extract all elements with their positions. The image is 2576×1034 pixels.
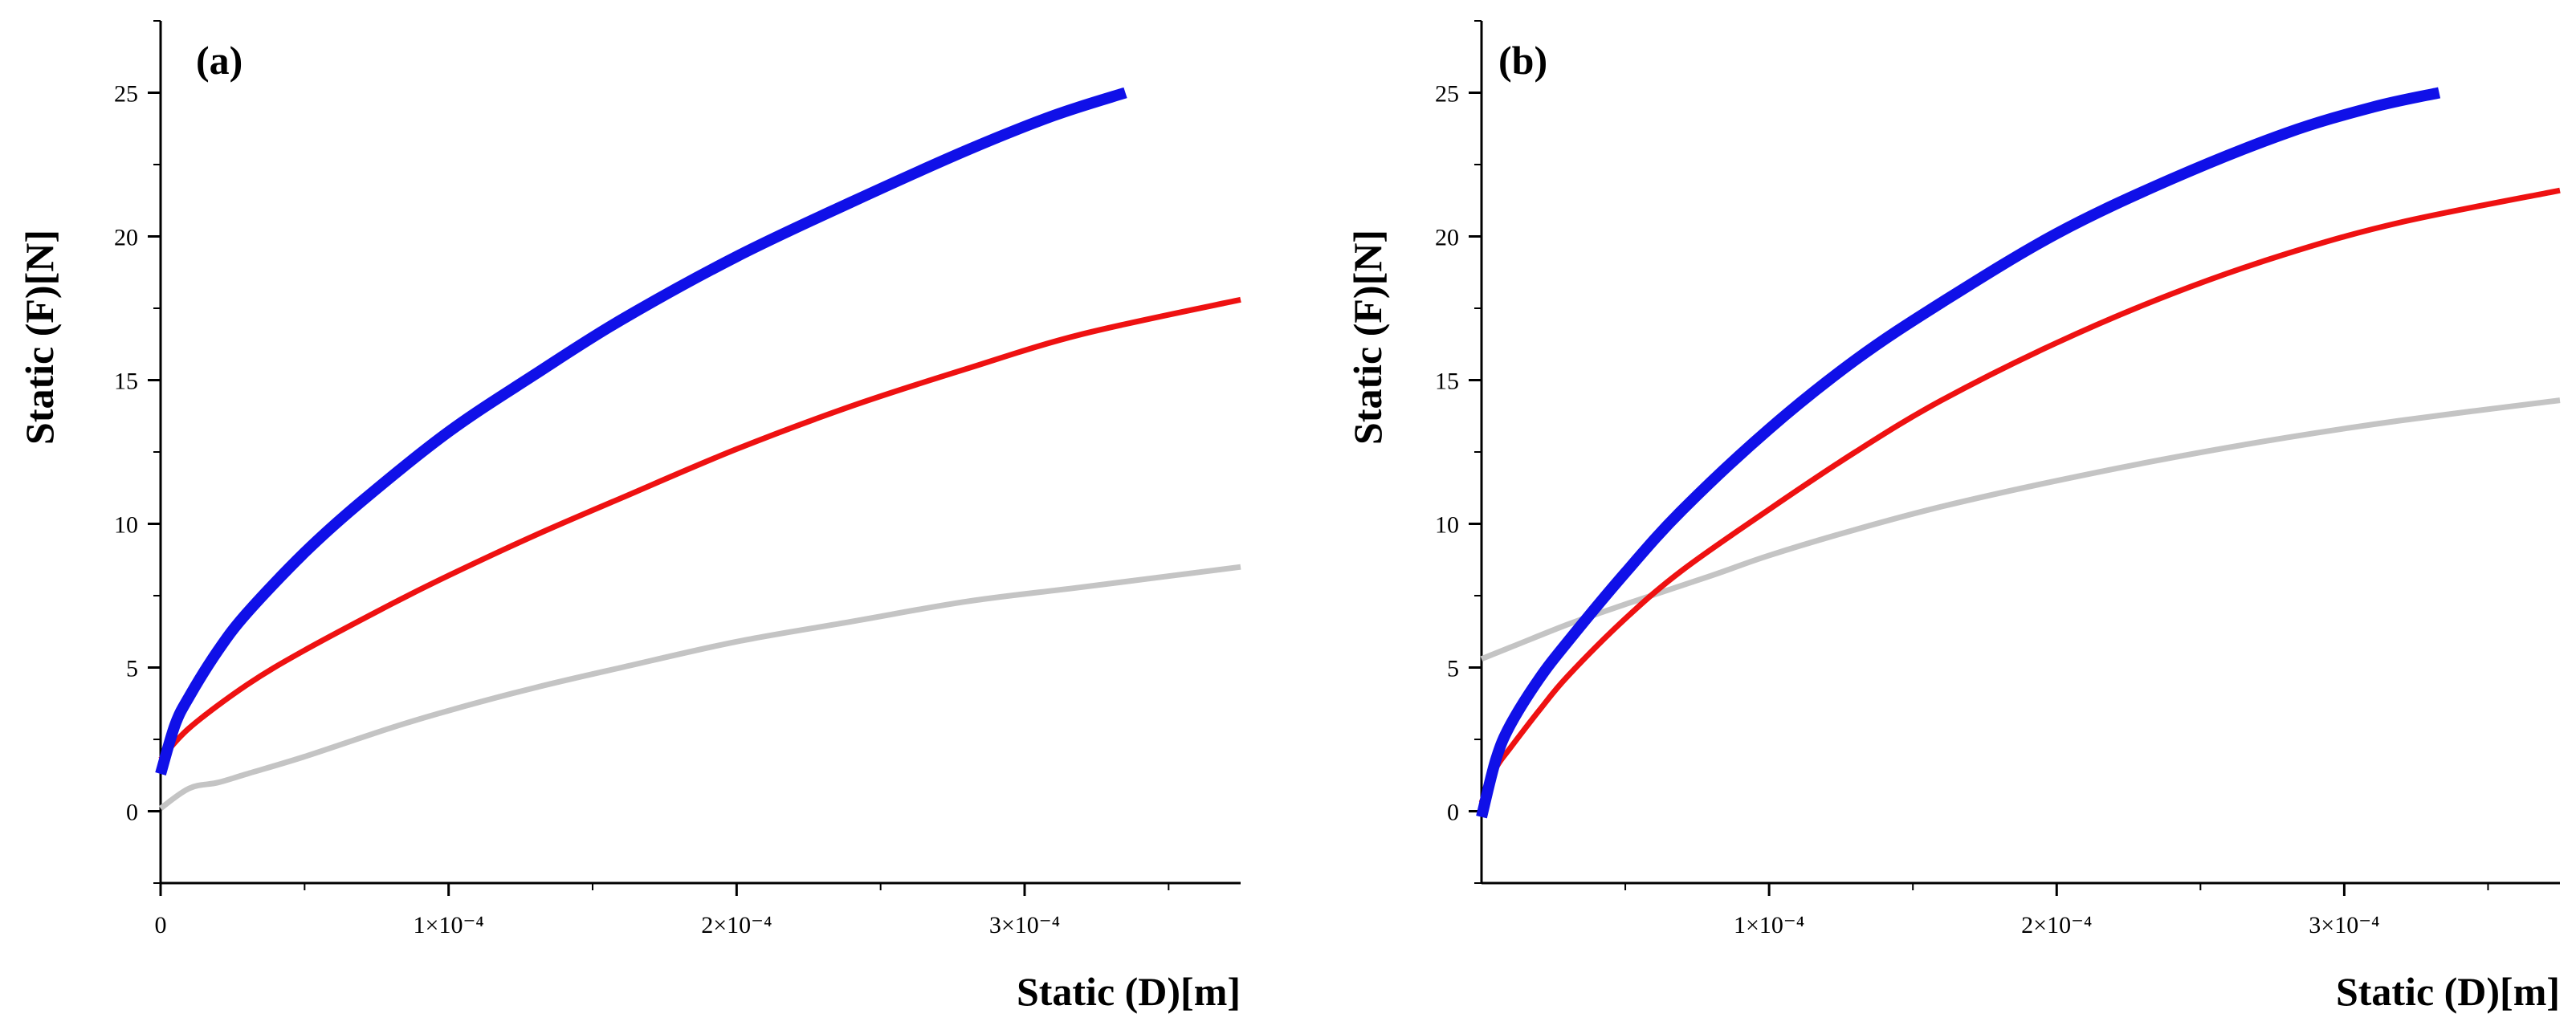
- panel-a-y-tick-label: 10: [114, 512, 138, 539]
- panel-a-x-tick-label: 3×10⁻⁴: [989, 912, 1060, 938]
- panel-a-series-blue-line: [155, 87, 1127, 776]
- panel-a-y-tick-label: 15: [114, 368, 138, 395]
- panel-b-y-tick-label: 25: [1435, 81, 1459, 108]
- panel-b-y-tick-label: 20: [1435, 225, 1459, 251]
- panel-a-y-tick-label: 25: [114, 81, 138, 108]
- panel-b-series-red-line: [1478, 187, 2561, 804]
- panel-b-y-tick-label: 15: [1435, 368, 1459, 395]
- panel-a-y-tick-label: 0: [126, 800, 138, 826]
- panel-b-x-tick-label: 2×10⁻⁴: [2021, 912, 2092, 938]
- panel-b-y-axis-label: Static (F)[N]: [1345, 230, 1390, 445]
- panel-a-y-tick-label: 20: [114, 225, 138, 251]
- panel-b-x-axis-label: Static (D)[m]: [2336, 969, 2560, 1014]
- panel-b-x-tick-label: 3×10⁻⁴: [2309, 912, 2379, 938]
- panel-a-x-tick-label: 0: [155, 912, 167, 938]
- panel-b: (b) Static (F)[N] Static (D)[m] 0 5 10 15 20…: [1345, 20, 2561, 1014]
- panel-b-series-blue-line: [1476, 87, 2441, 819]
- panel-a-y-tick-label: 5: [126, 656, 138, 682]
- panel-b-y-tick-label: 5: [1447, 656, 1459, 682]
- panel-a-series-red-line: [158, 296, 1241, 762]
- panel-b-series-gray-line: [1480, 397, 2561, 662]
- panel-a-y-axis-label: Static (F)[N]: [17, 230, 62, 445]
- panel-a-x-tick-label: 1×10⁻⁴: [414, 912, 484, 938]
- panel-b-x-tick-label: 1×10⁻⁴: [1734, 912, 1804, 938]
- panel-a-x-tick-label: 2×10⁻⁴: [701, 912, 772, 938]
- panel-a-label: (a): [196, 38, 243, 83]
- panel-b-label: (b): [1498, 38, 1547, 83]
- panel-b-y-tick-label: 0: [1447, 800, 1459, 826]
- panel-a: (a) Static (F)[N] Static (D)[m] 0 5 10 15 20…: [17, 20, 1241, 1014]
- panel-b-y-tick-label: 10: [1435, 512, 1459, 539]
- panel-a-series-gray-line: [158, 564, 1241, 811]
- panel-a-x-axis-label: Static (D)[m]: [1017, 969, 1241, 1014]
